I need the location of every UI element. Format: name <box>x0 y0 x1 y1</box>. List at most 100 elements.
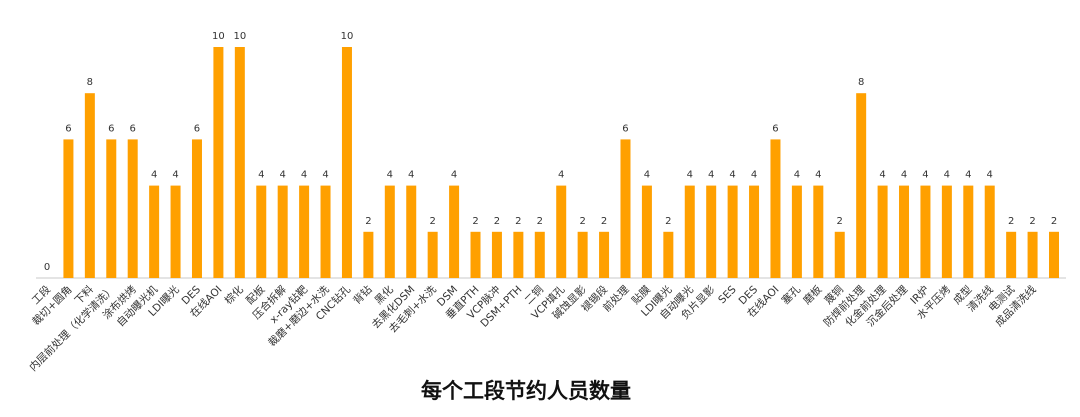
value-label: 10 <box>212 31 225 42</box>
value-label: 6 <box>194 123 200 134</box>
bar <box>877 185 888 278</box>
bar <box>234 47 245 278</box>
value-label: 4 <box>451 170 457 181</box>
bar <box>663 231 674 278</box>
bar <box>1027 231 1038 278</box>
bar <box>641 185 652 278</box>
bar <box>470 231 481 278</box>
bar <box>256 185 267 278</box>
value-label: 10 <box>233 31 246 42</box>
value-label: 2 <box>365 216 371 227</box>
bar <box>577 231 588 278</box>
bar <box>149 185 160 278</box>
bar <box>127 139 138 278</box>
value-label: 4 <box>558 170 564 181</box>
value-label: 4 <box>815 170 821 181</box>
chart-title: 每个工段节约人员数量 <box>421 379 631 403</box>
bar <box>620 139 631 278</box>
bar <box>770 139 781 278</box>
value-label: 4 <box>387 170 393 181</box>
value-label: 2 <box>537 216 543 227</box>
bar <box>706 185 717 278</box>
value-label: 4 <box>879 170 885 181</box>
value-label: 4 <box>301 170 307 181</box>
bar <box>170 185 181 278</box>
bar <box>449 185 460 278</box>
bar <box>427 231 438 278</box>
bar <box>813 185 824 278</box>
value-label: 4 <box>751 170 757 181</box>
bar <box>406 185 417 278</box>
bar <box>599 231 610 278</box>
x-tick-label: 磨板 <box>800 283 824 307</box>
value-label: 2 <box>601 216 607 227</box>
bar <box>556 185 567 278</box>
bar <box>749 185 760 278</box>
value-label: 8 <box>87 77 93 88</box>
bar <box>491 231 502 278</box>
bar <box>191 139 202 278</box>
value-label: 4 <box>987 170 993 181</box>
value-label: 6 <box>130 123 136 134</box>
value-label: 2 <box>1051 216 1057 227</box>
x-tick-label: SES <box>716 283 739 306</box>
bar <box>684 185 695 278</box>
bar <box>920 185 931 278</box>
value-label: 4 <box>729 170 735 181</box>
bar <box>363 231 374 278</box>
value-label: 10 <box>341 31 354 42</box>
bar <box>277 185 288 278</box>
value-label: 4 <box>258 170 264 181</box>
value-label: 2 <box>1008 216 1014 227</box>
value-label: 0 <box>44 262 50 273</box>
value-label: 4 <box>922 170 928 181</box>
value-label: 2 <box>472 216 478 227</box>
bar <box>213 47 224 278</box>
value-label: 2 <box>429 216 435 227</box>
bar <box>299 185 310 278</box>
bar <box>899 185 910 278</box>
value-label: 4 <box>901 170 907 181</box>
value-label: 4 <box>151 170 157 181</box>
value-label: 6 <box>622 123 628 134</box>
value-label: 6 <box>65 123 71 134</box>
value-label: 4 <box>794 170 800 181</box>
bar <box>341 47 352 278</box>
value-label: 2 <box>665 216 671 227</box>
bar <box>834 231 845 278</box>
value-label: 6 <box>772 123 778 134</box>
value-label: 2 <box>515 216 521 227</box>
value-label: 2 <box>1029 216 1035 227</box>
bar <box>320 185 331 278</box>
x-tick-label: 背钻 <box>350 283 374 307</box>
bar <box>513 231 524 278</box>
bar <box>84 93 95 278</box>
value-label: 4 <box>687 170 693 181</box>
bar <box>1049 231 1059 278</box>
value-label: 4 <box>322 170 328 181</box>
bar <box>791 185 802 278</box>
x-tick-label: 棕化 <box>222 283 246 307</box>
value-label: 4 <box>644 170 650 181</box>
value-label: 4 <box>172 170 178 181</box>
bar <box>534 231 545 278</box>
bar <box>727 185 738 278</box>
value-label: 4 <box>408 170 414 181</box>
bar <box>63 139 74 278</box>
value-label: 6 <box>108 123 114 134</box>
value-label: 8 <box>858 77 864 88</box>
bar <box>1006 231 1017 278</box>
value-label: 4 <box>965 170 971 181</box>
value-label: 4 <box>708 170 714 181</box>
bar <box>941 185 952 278</box>
bar <box>963 185 974 278</box>
value-label: 2 <box>579 216 585 227</box>
value-label: 2 <box>837 216 843 227</box>
value-label: 4 <box>944 170 950 181</box>
value-label: 4 <box>279 170 285 181</box>
bar <box>106 139 117 278</box>
value-label: 2 <box>494 216 500 227</box>
x-tick-label: 塞孔 <box>779 283 803 307</box>
bar <box>384 185 395 278</box>
